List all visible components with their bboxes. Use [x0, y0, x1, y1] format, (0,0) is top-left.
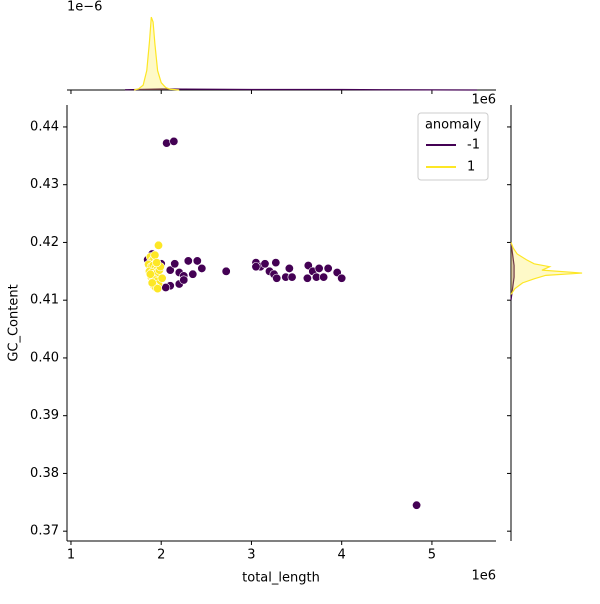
point [251, 262, 261, 272]
top-offset-label: 1e−6 [67, 0, 102, 15]
point [302, 273, 312, 283]
legend: anomaly -1 1 [417, 112, 489, 181]
point [197, 263, 207, 273]
y-tick-label: 0.38 [30, 466, 59, 481]
point [153, 284, 163, 294]
point [337, 273, 347, 283]
point [170, 259, 180, 269]
x-offset-label: 1e6 [471, 569, 496, 584]
point [221, 266, 231, 276]
point [271, 258, 281, 268]
y-tick-label: 0.37 [30, 524, 59, 539]
top-kde-fill [134, 17, 180, 91]
point [319, 272, 329, 282]
point [287, 272, 297, 282]
legend-title: anomaly [425, 118, 481, 133]
y-tick-label: 0.41 [30, 293, 59, 308]
y-tick-label: 0.42 [30, 235, 59, 250]
x-tick-label: 5 [428, 548, 436, 563]
x-tick-label: 4 [338, 548, 346, 563]
y-tick-label: 0.40 [30, 350, 59, 365]
point [157, 273, 167, 283]
point [147, 278, 157, 288]
point [192, 256, 202, 266]
point [145, 269, 155, 279]
point [260, 259, 270, 269]
point [323, 263, 333, 273]
point [179, 275, 189, 285]
top-kde [133, 16, 180, 91]
right-kde-fill [511, 242, 515, 301]
legend-box [417, 112, 489, 181]
x-tick-label: 2 [157, 548, 165, 563]
legend-label: 1 [467, 160, 475, 175]
point [165, 265, 175, 275]
point [169, 136, 179, 146]
x-tick-label: 1 [67, 548, 75, 563]
right-kde [510, 242, 583, 295]
point [272, 273, 282, 283]
y-tick-label: 0.43 [30, 177, 59, 192]
y-axis-label: GC_Content [7, 284, 22, 361]
point [188, 269, 198, 279]
point [152, 258, 162, 268]
top-kde [125, 88, 478, 91]
x-axis-label: total_length [242, 571, 320, 586]
right-kde-fill [511, 242, 583, 295]
y-tick-label: 0.44 [30, 119, 59, 134]
legend-label: -1 [467, 138, 480, 153]
point [150, 250, 160, 260]
point [183, 256, 193, 266]
right-kde [510, 242, 515, 301]
point [412, 500, 422, 510]
right-offset-label: 1e6 [471, 93, 496, 108]
y-tick-label: 0.39 [30, 408, 59, 423]
x-tick-label: 3 [247, 548, 255, 563]
point [154, 240, 164, 250]
point [314, 263, 324, 273]
point [284, 263, 294, 273]
